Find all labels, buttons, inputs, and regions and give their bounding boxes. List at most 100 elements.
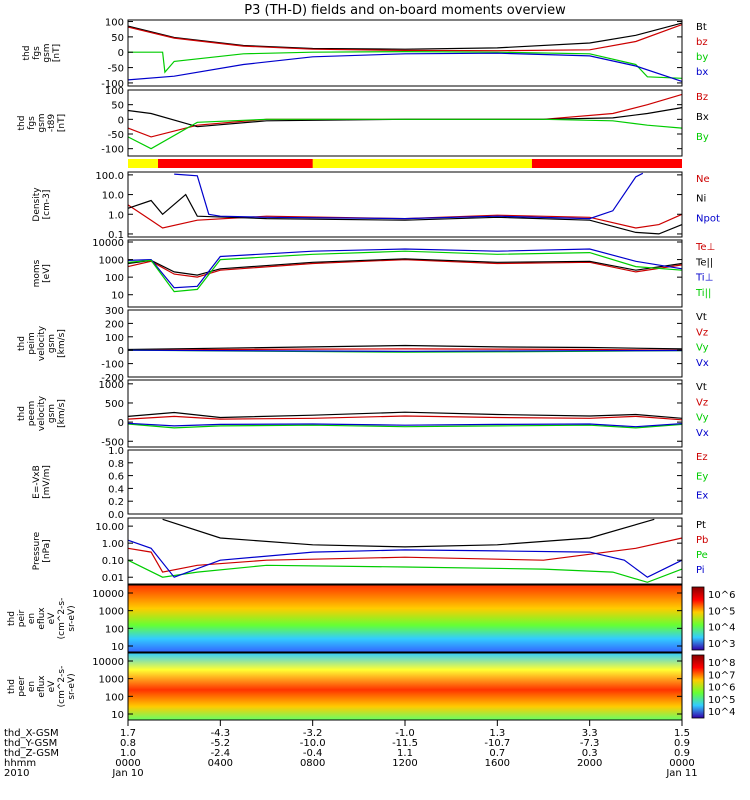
y-axis-label-line: fgs [32,46,42,60]
footer-value: 0000 [115,758,140,769]
y-tick-label: 100 [105,86,124,97]
footer-value: -3.2 [303,728,323,739]
y-tick-label: 100 [105,273,124,284]
footer-value: -4.3 [211,728,231,739]
y-axis-label-line: [eV] [42,264,52,283]
y-tick-label: 10 [111,291,124,302]
series-line-Npot [174,172,644,220]
colorbar-tick-label: 10^3 [708,639,735,650]
y-axis-label-line: thd [17,406,27,421]
series-line-Ti⊥ [127,248,683,289]
y-tick-label: 100 [105,18,124,29]
y-tick-label: 100 [105,333,124,344]
y-axis-label-line: eV [47,680,57,693]
legend-label: Vz [696,327,708,338]
footer-value: -5.2 [211,738,231,749]
legend-label: Pi [696,565,705,576]
panel-2: Bz Bx By 100 50 0 -50 -100 thdfgsgsm-t89[nT] [17,86,709,157]
y-tick-label: 10.00 [95,522,124,533]
y-axis-label-line: en [27,613,37,624]
panel-frame [127,517,683,585]
series-line-Ni [127,193,683,235]
region-bar-segment [158,159,313,168]
legend-label: Te⊥ [695,242,715,253]
y-tick-label: 0.4 [108,484,124,495]
series-line-Ti|| [127,250,683,293]
legend-label: Npot [696,213,720,224]
footer-value: 0.3 [582,748,598,759]
footer-value: 0.9 [674,748,690,759]
colorbar-tick-label: 10^5 [708,695,735,706]
footer-row-label: hhmm [4,758,36,769]
series-line-Vx [127,422,683,428]
series-line-Bt [127,22,683,50]
y-axis-label-line: gsm [47,334,57,353]
y-tick-label: 300 [105,306,124,317]
y-axis-label: E=-VxB[mV/m] [32,465,52,499]
footer-value: 3.3 [582,728,598,739]
y-tick-label: -100 [101,145,124,156]
y-axis-label-line: sr-eV) [67,605,77,631]
colorbar-tick-label: 10^7 [708,670,735,681]
legend-label: Vt [696,382,707,393]
y-axis-label-line: Density [32,187,42,222]
series-line-Te|| [127,258,683,276]
colorbar-tick-label: 10^6 [708,683,735,694]
y-tick-label: 200 [105,319,124,330]
panel-3: Ne Ni Npot 100.0 10.0 1.0 0.1 Density[cm-3] [32,171,720,241]
footer-value: 0.8 [120,738,136,749]
y-axis-label-line: gsm [37,113,47,132]
y-axis-label: moms[eV] [32,259,52,287]
panel-8: Pt Pb Pe Pi 10.00 1.00 0.10 0.01 Pressure[nPa] [32,517,708,585]
y-axis-label-line: sr-eV) [67,673,77,699]
footer-value: -7.3 [580,738,600,749]
y-axis-label-line: eflux [37,607,47,630]
legend-label: Vt [696,312,707,323]
footer-value: -1.0 [395,728,415,739]
y-axis-label-line: [cm-3] [42,190,52,220]
series-line-Bz [127,93,683,138]
y-tick-label: 10.0 [102,191,124,202]
y-tick-label: 50 [111,33,124,44]
y-tick-label: -100 [101,79,124,90]
panel-9: 10^6 10^5 10^4 10^3 10000 1000 100 10 thdpeirene… [7,584,735,653]
y-tick-label: 0 [118,115,124,126]
y-tick-label: 1000 [99,256,124,267]
ephemeris-footer: thd_X-GSMthd_Y-GSMthd_Z-GSMhhmm20101.70.… [4,720,698,779]
plot-title: P3 (TH-D) fields and on-board moments ov… [244,3,566,18]
panel-10: 10^810^7 10^610^510^4 10000 1000 100 10 thdpee… [7,652,735,721]
legend-label: Ex [696,491,708,502]
panel-6: Vt Vz Vy Vx 1000 500 0 -500 thdpeemvelocitygsm[k… [17,379,709,448]
y-axis-label-line: peem [27,401,37,427]
y-axis-label: thdpeimvelocitygsm[km/s] [17,325,67,361]
panel-5: Vt Vz Vy Vx 300 200 100 0 -100 -200 thdpeimvelocit… [17,306,709,384]
y-tick-label: 10000 [92,589,124,600]
y-tick-label: 0 [118,48,124,59]
legend-label: Pt [696,520,706,531]
y-axis-label-line: fgs [27,116,37,130]
y-tick-label: 0.0 [108,510,124,521]
series-line-Vt [127,344,683,351]
legend-label: Ni [696,194,706,205]
y-axis-label: thdfgsgsm-t89[nT] [17,113,67,132]
y-tick-label: 100 [105,692,124,703]
legend-label: Ti|| [695,288,711,299]
y-tick-label: 0.2 [108,497,124,508]
panel-1: Bt bz by bx 100 50 0 -50 -100 thdfgsgsm[nT] [22,18,708,90]
y-axis-label: thdpeirenefluxeV(cm^2-s-sr-eV) [7,598,77,640]
y-axis-label-line: peer [17,676,27,697]
y-tick-label: 10 [111,710,124,721]
y-tick-label: 100 [105,624,124,635]
panel-frame [127,19,683,87]
y-axis-label-line: eflux [37,675,47,698]
footer-value: 0000 [669,758,694,769]
y-axis-label: Density[cm-3] [32,187,52,222]
legend-label: Ez [696,452,708,463]
legend-label: bz [696,37,708,48]
y-axis-label-line: [km/s] [57,399,67,428]
colorbar-tick-label: 10^5 [708,606,735,617]
y-tick-label: 100.0 [95,171,124,182]
y-axis-label-line: thd [22,46,32,61]
series-line-Vt [127,411,683,419]
